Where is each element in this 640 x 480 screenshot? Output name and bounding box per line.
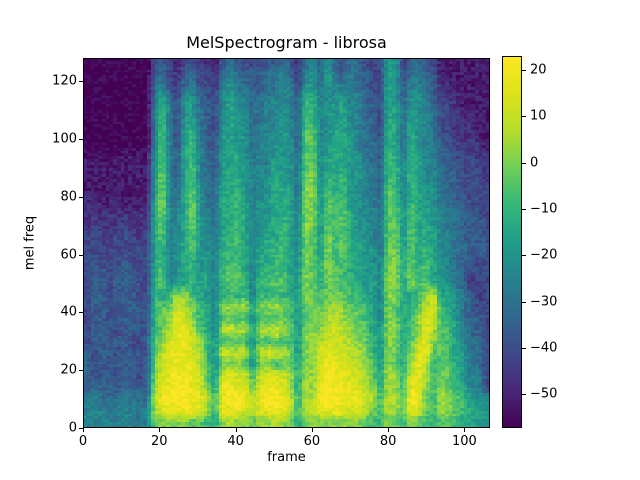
colorbar-tick-label: −50 [530,386,558,402]
colorbar-tick-label: −10 [530,201,558,217]
y-tick-mark [79,196,83,198]
colorbar-tick-mark [522,162,526,164]
x-tick-mark [311,428,313,432]
x-tick-label: 80 [379,434,397,449]
x-tick-mark [388,428,390,432]
x-tick-label: 100 [451,434,477,449]
colorbar-tick-label: −30 [530,294,558,309]
colorbar-tick-label: 0 [530,155,539,171]
colorbar-tick-mark [522,394,526,396]
y-tick-mark [79,138,83,140]
x-tick-label: 40 [227,434,244,449]
y-tick-mark [79,81,83,83]
x-tick-label: 0 [78,434,88,449]
y-tick-label: 60 [60,247,77,263]
colorbar-tick-mark [522,116,526,118]
y-tick-label: 100 [52,131,77,147]
x-tick-mark [235,428,237,432]
colorbar-tick-mark [522,301,526,303]
x-axis-label: frame [267,450,306,465]
colorbar-tick-label: −40 [530,340,558,356]
colorbar-tick-label: 10 [530,108,547,124]
x-tick-label: 20 [151,434,168,449]
colorbar [502,56,522,428]
y-tick-mark [79,254,83,256]
y-tick-mark [79,428,83,429]
y-tick-label: 120 [52,73,77,89]
colorbar-tick-mark [522,69,526,71]
colorbar-tick-mark [522,255,526,257]
x-tick-mark [464,428,466,432]
chart-title: MelSpectrogram - librosa [186,33,387,52]
spectrogram-heatmap [83,58,490,428]
y-tick-label: 80 [60,189,77,205]
colorbar-gradient [503,57,521,427]
colorbar-tick-mark [522,347,526,349]
x-tick-label: 60 [303,434,321,449]
colorbar-tick-mark [522,208,526,210]
colorbar-tick-label: 20 [530,62,547,78]
y-tick-label: 40 [60,304,77,320]
y-tick-label: 20 [60,362,77,378]
x-tick-mark [83,428,84,432]
y-tick-mark [79,312,83,314]
y-tick-mark [79,370,83,372]
y-tick-label: 0 [68,420,77,436]
x-tick-mark [159,428,161,432]
colorbar-tick-label: −20 [530,247,558,263]
